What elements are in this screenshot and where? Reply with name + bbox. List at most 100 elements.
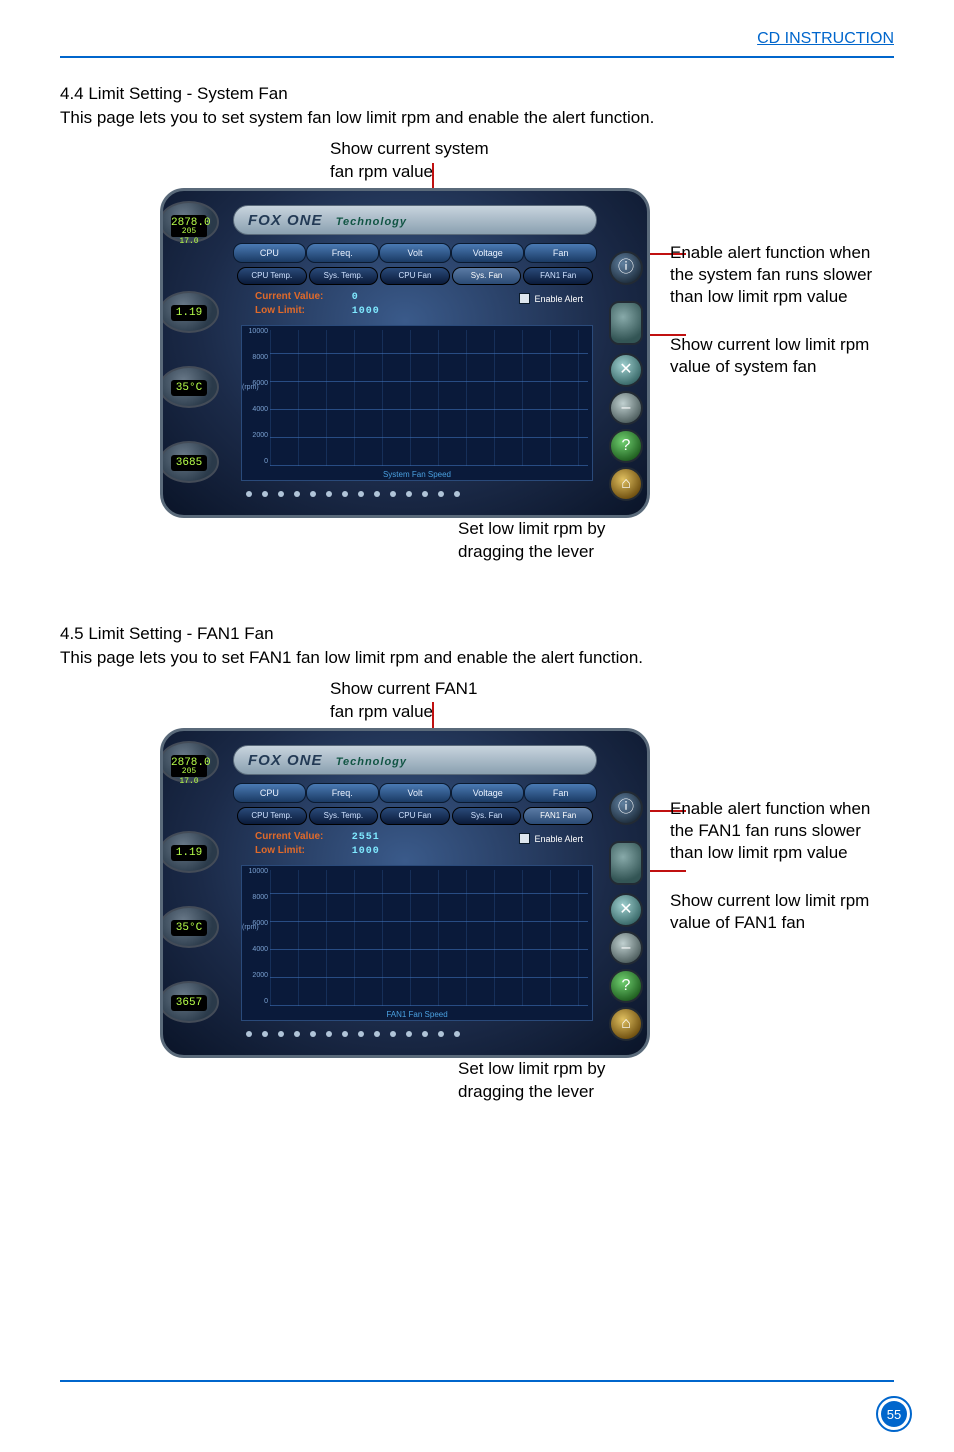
- subtab-sysfan[interactable]: Sys. Fan: [452, 807, 522, 825]
- chart-xlabel: FAN1 Fan Speed: [242, 1010, 592, 1019]
- slider-tick: [294, 491, 300, 497]
- close-icon[interactable]: ✕: [609, 353, 643, 387]
- header-link[interactable]: CD INSTRUCTION: [60, 30, 894, 48]
- subtab-cpufan[interactable]: CPU Fan: [380, 267, 450, 285]
- callout-slider-l2: dragging the lever: [458, 542, 594, 561]
- slider-tick: [406, 491, 412, 497]
- slider-tick: [278, 1031, 284, 1037]
- main-tabs: CPU Freq. Volt Voltage Fan: [233, 783, 597, 803]
- current-value: 2551: [352, 832, 380, 843]
- app-logo: FOX ONE Technology: [233, 205, 597, 235]
- left-gauge-rail: 2878.0 205 17.0 1.19 35°C 3685: [160, 201, 219, 505]
- callout-slider-l1: Set low limit rpm by: [458, 519, 605, 538]
- slider-tick: [374, 1031, 380, 1037]
- fan-gauge[interactable]: 3657: [160, 981, 219, 1023]
- left-gauge-rail: 2878.0 205 17.0 1.19 35°C 3657: [160, 741, 219, 1045]
- chart-grid: [270, 870, 588, 1006]
- auto-button[interactable]: ⓘ: [609, 791, 643, 825]
- logo-sub: Technology: [336, 216, 407, 228]
- slider-tick: [342, 1031, 348, 1037]
- home-icon[interactable]: ⌂: [609, 1007, 643, 1041]
- slider-tick: [326, 1031, 332, 1037]
- tab-cpu[interactable]: CPU: [233, 243, 306, 263]
- tab-freq[interactable]: Freq.: [306, 783, 379, 803]
- low-limit-slider[interactable]: [241, 1027, 593, 1041]
- figure-system-fan: Show current system fan rpm value 2878.0…: [160, 138, 894, 564]
- header-rule: [60, 56, 894, 58]
- ytick: 6000: [244, 920, 268, 927]
- enable-alert-checkbox[interactable]: Enable Alert: [519, 833, 583, 844]
- tab-voltage[interactable]: Voltage: [451, 783, 524, 803]
- low-limit-row: Low Limit: 1000: [255, 845, 380, 857]
- current-value-label: Current Value:: [255, 291, 343, 302]
- slider-tick: [262, 1031, 268, 1037]
- minimize-icon[interactable]: –: [609, 391, 643, 425]
- volt-gauge[interactable]: 1.19: [160, 291, 219, 333]
- slider-tick: [246, 1031, 252, 1037]
- ytick: 10000: [244, 868, 268, 875]
- slider-tick: [358, 491, 364, 497]
- slider-tick: [262, 491, 268, 497]
- auto-button[interactable]: ⓘ: [609, 251, 643, 285]
- low-limit-value: 1000: [352, 846, 380, 857]
- subtab-sysfan[interactable]: Sys. Fan: [452, 267, 522, 285]
- ytick: 0: [244, 458, 268, 465]
- help-icon[interactable]: ?: [609, 969, 643, 1003]
- minimize-icon[interactable]: –: [609, 931, 643, 965]
- caption-top-l2: fan rpm value: [330, 702, 433, 721]
- page-number: 55: [881, 1401, 907, 1427]
- freq-gauge[interactable]: 2878.0 205 17.0: [160, 741, 219, 783]
- home-icon[interactable]: ⌂: [609, 467, 643, 501]
- help-icon[interactable]: ?: [609, 429, 643, 463]
- tab-freq[interactable]: Freq.: [306, 243, 379, 263]
- scroll-handle[interactable]: [609, 301, 643, 345]
- subtab-cputemp[interactable]: CPU Temp.: [237, 807, 307, 825]
- fan-speed-chart: (rpm) 10000 8000 6000 4000 2000 0 System…: [241, 325, 593, 481]
- caption-top: Show current system fan rpm value: [330, 138, 894, 184]
- tab-cpu[interactable]: CPU: [233, 783, 306, 803]
- tab-volt[interactable]: Volt: [379, 783, 452, 803]
- subtab-cputemp[interactable]: CPU Temp.: [237, 267, 307, 285]
- fan-lcd: 3685: [171, 455, 207, 471]
- callout-enable-alert: Enable alert function when the FAN1 fan …: [670, 798, 890, 864]
- slider-tick: [358, 1031, 364, 1037]
- temp-gauge[interactable]: 35°C: [160, 366, 219, 408]
- subtab-fan1[interactable]: FAN1 Fan: [523, 267, 593, 285]
- callout-slider-l2: dragging the lever: [458, 1082, 594, 1101]
- fan-gauge[interactable]: 3685: [160, 441, 219, 483]
- slider-tick: [454, 1031, 460, 1037]
- subtab-fan1[interactable]: FAN1 Fan: [523, 807, 593, 825]
- freq-gauge[interactable]: 2878.0 205 17.0: [160, 201, 219, 243]
- callout-slider: Set low limit rpm by dragging the lever: [458, 1058, 894, 1104]
- caption-top: Show current FAN1 fan rpm value: [330, 678, 894, 724]
- logo-sub: Technology: [336, 756, 407, 768]
- enable-alert-checkbox[interactable]: Enable Alert: [519, 293, 583, 304]
- subtab-systemp[interactable]: Sys. Temp.: [309, 807, 379, 825]
- subtab-systemp[interactable]: Sys. Temp.: [309, 267, 379, 285]
- volt-gauge[interactable]: 1.19: [160, 831, 219, 873]
- slider-tick: [422, 1031, 428, 1037]
- current-value: 0: [352, 292, 359, 303]
- slider-tick: [310, 491, 316, 497]
- callout-low-limit: Show current low limit rpm value of syst…: [670, 334, 890, 378]
- caption-top-l1: Show current FAN1: [330, 679, 477, 698]
- slider-tick: [438, 1031, 444, 1037]
- close-icon[interactable]: ✕: [609, 893, 643, 927]
- tab-voltage[interactable]: Voltage: [451, 243, 524, 263]
- tab-volt[interactable]: Volt: [379, 243, 452, 263]
- tab-fan[interactable]: Fan: [524, 783, 597, 803]
- subtab-cpufan[interactable]: CPU Fan: [380, 807, 450, 825]
- slider-tick: [374, 491, 380, 497]
- slider-tick: [454, 491, 460, 497]
- low-limit-slider[interactable]: [241, 487, 593, 501]
- tab-fan[interactable]: Fan: [524, 243, 597, 263]
- checkbox-icon: [519, 293, 530, 304]
- logo-text: FOX ONE: [248, 752, 323, 769]
- chart-xlabel: System Fan Speed: [242, 470, 592, 479]
- low-limit-row: Low Limit: 1000: [255, 305, 380, 317]
- figure-fan1: Show current FAN1 fan rpm value 2878.0 2…: [160, 678, 894, 1104]
- scroll-handle[interactable]: [609, 841, 643, 885]
- temp-gauge[interactable]: 35°C: [160, 906, 219, 948]
- ytick: 8000: [244, 354, 268, 361]
- current-value-label: Current Value:: [255, 831, 343, 842]
